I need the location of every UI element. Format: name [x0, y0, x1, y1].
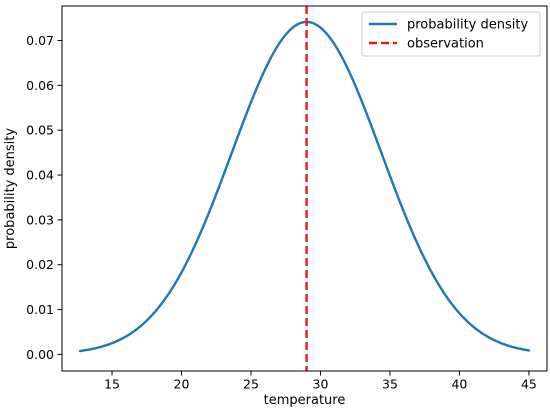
x-tick-label: 25 [243, 377, 259, 392]
x-tick-label: 35 [382, 377, 398, 392]
x-tick-label: 45 [521, 377, 537, 392]
legend-label-probability-density: probability density [407, 18, 528, 33]
x-tick-label: 30 [313, 377, 329, 392]
x-axis-label: temperature [264, 393, 346, 408]
y-tick-label: 0.02 [26, 257, 54, 272]
y-tick-label: 0.00 [26, 347, 54, 362]
x-tick-label: 40 [451, 377, 467, 392]
x-tick-label: 15 [104, 377, 120, 392]
y-axis-ticks: 0.00 0.01 0.02 0.03 0.04 0.05 0.06 0.07 [26, 33, 62, 362]
legend-label-observation: observation [407, 37, 484, 52]
series-line-probability-density [78, 20, 531, 353]
legend: probability density observation [361, 11, 541, 57]
y-axis-label: probability density [3, 128, 18, 249]
y-tick-label: 0.06 [26, 78, 54, 93]
legend-box [361, 11, 541, 57]
y-tick-label: 0.05 [26, 123, 54, 138]
y-tick-label: 0.04 [26, 168, 54, 183]
axes-frame [61, 5, 548, 372]
y-tick-label: 0.01 [26, 302, 54, 317]
y-tick-label: 0.07 [26, 33, 54, 48]
y-tick-label: 0.03 [26, 212, 54, 227]
plot-area [61, 5, 548, 372]
x-tick-label: 20 [174, 377, 190, 392]
x-axis-ticks: 15 20 25 30 35 40 45 [104, 371, 537, 392]
